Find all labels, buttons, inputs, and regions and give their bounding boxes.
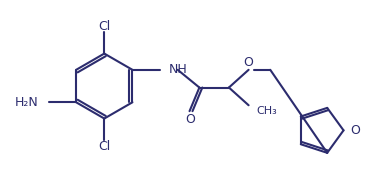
Text: Cl: Cl xyxy=(98,140,110,153)
Text: Cl: Cl xyxy=(98,20,110,33)
Text: H₂N: H₂N xyxy=(15,96,39,109)
Text: O: O xyxy=(244,56,254,69)
Text: O: O xyxy=(350,124,360,137)
Text: CH₃: CH₃ xyxy=(257,106,277,116)
Text: O: O xyxy=(186,113,196,125)
Text: NH: NH xyxy=(169,63,188,76)
